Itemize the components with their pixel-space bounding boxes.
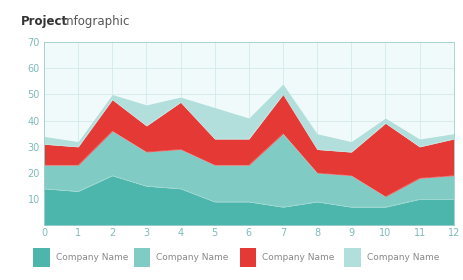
Text: Company Name: Company Name — [367, 253, 439, 262]
Bar — [33, 248, 50, 267]
Text: Company Name: Company Name — [56, 253, 128, 262]
Text: 1: 1 — [424, 265, 430, 274]
Text: Infographic: Infographic — [59, 15, 129, 28]
Text: Company Name: Company Name — [262, 253, 335, 262]
Bar — [344, 248, 361, 267]
Text: LOGOTYPE: LOGOTYPE — [408, 16, 450, 22]
Text: Project: Project — [21, 15, 68, 28]
Bar — [133, 248, 150, 267]
Bar — [240, 248, 256, 267]
Text: Company Name: Company Name — [156, 253, 228, 262]
